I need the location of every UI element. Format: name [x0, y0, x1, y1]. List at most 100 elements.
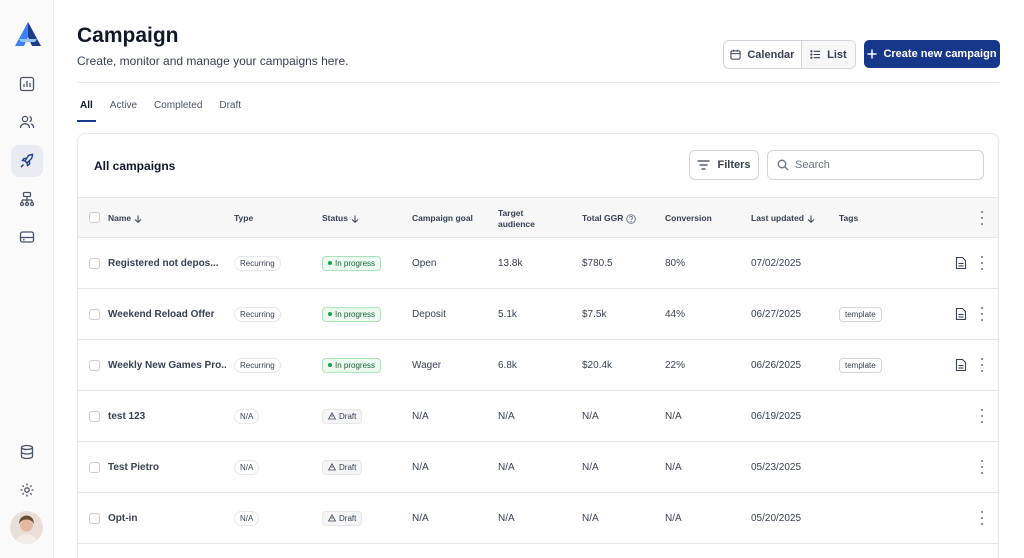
column-goal: Campaign goal	[412, 213, 473, 223]
filter-icon	[697, 160, 710, 170]
status-badge: In progress	[322, 357, 382, 373]
row-checkbox[interactable]	[89, 258, 100, 269]
status-badge: Draft	[322, 459, 363, 475]
conversion-cell: N/A	[665, 512, 682, 524]
list-view-button[interactable]: List	[801, 41, 855, 68]
brand-logo[interactable]	[15, 22, 41, 46]
calendar-view-button[interactable]: Calendar	[724, 41, 802, 68]
search-field[interactable]	[767, 150, 984, 180]
ggr-cell: N/A	[582, 461, 599, 473]
rocket-icon	[20, 153, 34, 168]
campaign-name[interactable]: Weekend Reload Offer	[108, 308, 215, 320]
column-conversion: Conversion	[665, 213, 712, 223]
sidebar-item-campaigns[interactable]	[11, 145, 43, 177]
sidebar-item-settings[interactable]	[11, 474, 43, 506]
inbox-icon	[19, 231, 35, 243]
row-menu-button[interactable]	[977, 511, 987, 525]
plus-icon	[867, 49, 877, 59]
updated-cell: 06/26/2025	[751, 359, 802, 371]
status-badge: In progress	[322, 255, 382, 271]
database-icon	[20, 444, 34, 460]
status-dot-icon	[328, 312, 332, 316]
updated-cell: 06/19/2025	[751, 410, 802, 422]
create-campaign-button[interactable]: Create new campaign	[864, 40, 1000, 68]
select-all-checkbox[interactable]	[89, 212, 100, 223]
status-dot-icon	[328, 261, 332, 265]
type-badge: Recurring	[234, 357, 281, 373]
card-title: All campaigns	[94, 159, 176, 173]
row-menu-button[interactable]	[977, 358, 987, 372]
tab-completed[interactable]: Completed	[154, 100, 203, 111]
target-cell: N/A	[498, 512, 515, 524]
list-icon	[810, 50, 821, 59]
row-checkbox[interactable]	[89, 513, 100, 524]
sidebar-item-inbox[interactable]	[11, 221, 43, 253]
document-icon[interactable]	[955, 307, 967, 321]
list-view-label: List	[827, 48, 847, 61]
table-row[interactable]: Weekend Reload Offer Recurring In progre…	[78, 289, 998, 340]
ggr-cell: N/A	[582, 410, 599, 422]
column-name[interactable]: Name	[108, 198, 142, 239]
campaign-name[interactable]: Test Pietro	[108, 461, 159, 473]
help-icon[interactable]	[626, 213, 637, 224]
column-menu-button[interactable]	[977, 211, 987, 225]
filters-button[interactable]: Filters	[689, 150, 759, 180]
sitemap-icon	[19, 191, 35, 207]
row-menu-button[interactable]	[977, 307, 987, 321]
row-checkbox[interactable]	[89, 411, 100, 422]
page-title: Campaign	[77, 24, 179, 47]
table-row[interactable]: Opt-in N/A Draft N/A N/A N/A N/A 05/20/2…	[78, 493, 998, 544]
row-checkbox[interactable]	[89, 360, 100, 371]
row-checkbox[interactable]	[89, 462, 100, 473]
sidebar-item-analytics[interactable]	[11, 68, 43, 100]
tab-draft[interactable]: Draft	[219, 100, 242, 111]
document-icon[interactable]	[955, 256, 967, 270]
conversion-cell: 80%	[665, 257, 686, 269]
avatar[interactable]	[10, 511, 43, 544]
goal-cell: N/A	[412, 410, 429, 422]
table-row[interactable]: Test Pietro N/A Draft N/A N/A N/A N/A 05…	[78, 442, 998, 493]
goal-cell: N/A	[412, 461, 429, 473]
campaign-name[interactable]: test 123	[108, 410, 146, 422]
column-target: Target audience	[498, 207, 535, 229]
type-badge: Recurring	[234, 306, 281, 322]
campaign-name[interactable]: Weekly New Games Pro...	[108, 359, 226, 371]
conversion-cell: 44%	[665, 308, 686, 320]
row-menu-button[interactable]	[977, 460, 987, 474]
campaign-tabs: All Active Completed Draft	[77, 96, 255, 122]
create-campaign-label: Create new campaign	[883, 48, 997, 60]
calendar-view-label: Calendar	[747, 48, 795, 61]
sidebar-item-flows[interactable]	[11, 183, 43, 215]
calendar-icon	[730, 49, 741, 60]
sort-arrow-icon	[807, 215, 815, 223]
sort-arrow-icon	[351, 215, 359, 223]
target-cell: N/A	[498, 461, 515, 473]
goal-cell: Wager	[412, 359, 442, 371]
status-dot-icon	[328, 363, 332, 367]
sidebar-item-users[interactable]	[11, 106, 43, 138]
sidebar	[0, 0, 54, 558]
table-row[interactable]: test 123 N/A Draft N/A N/A N/A N/A 06/19…	[78, 391, 998, 442]
row-menu-button[interactable]	[977, 256, 987, 270]
goal-cell: Open	[412, 257, 437, 269]
row-checkbox[interactable]	[89, 309, 100, 320]
gear-icon	[20, 483, 34, 497]
filters-label: Filters	[717, 159, 751, 171]
tab-active[interactable]: Active	[109, 100, 138, 111]
column-updated[interactable]: Last updated	[751, 198, 815, 239]
document-icon[interactable]	[955, 358, 967, 372]
campaign-name[interactable]: Opt-in	[108, 512, 138, 524]
tab-all[interactable]: All	[77, 96, 96, 122]
warning-icon	[328, 514, 336, 522]
table-row[interactable]: Weekly New Games Pro... Recurring In pro…	[78, 340, 998, 391]
header-divider	[77, 82, 999, 83]
table-row[interactable]: Registered not depos... Recurring In pro…	[78, 238, 998, 289]
sidebar-item-database[interactable]	[11, 436, 43, 468]
column-status[interactable]: Status	[322, 198, 359, 239]
target-cell: 6.8k	[498, 359, 517, 371]
campaign-name[interactable]: Registered not depos...	[108, 257, 219, 269]
row-menu-button[interactable]	[977, 409, 987, 423]
type-badge: Recurring	[234, 255, 281, 271]
search-input[interactable]	[795, 159, 975, 171]
type-badge: N/A	[234, 459, 260, 475]
